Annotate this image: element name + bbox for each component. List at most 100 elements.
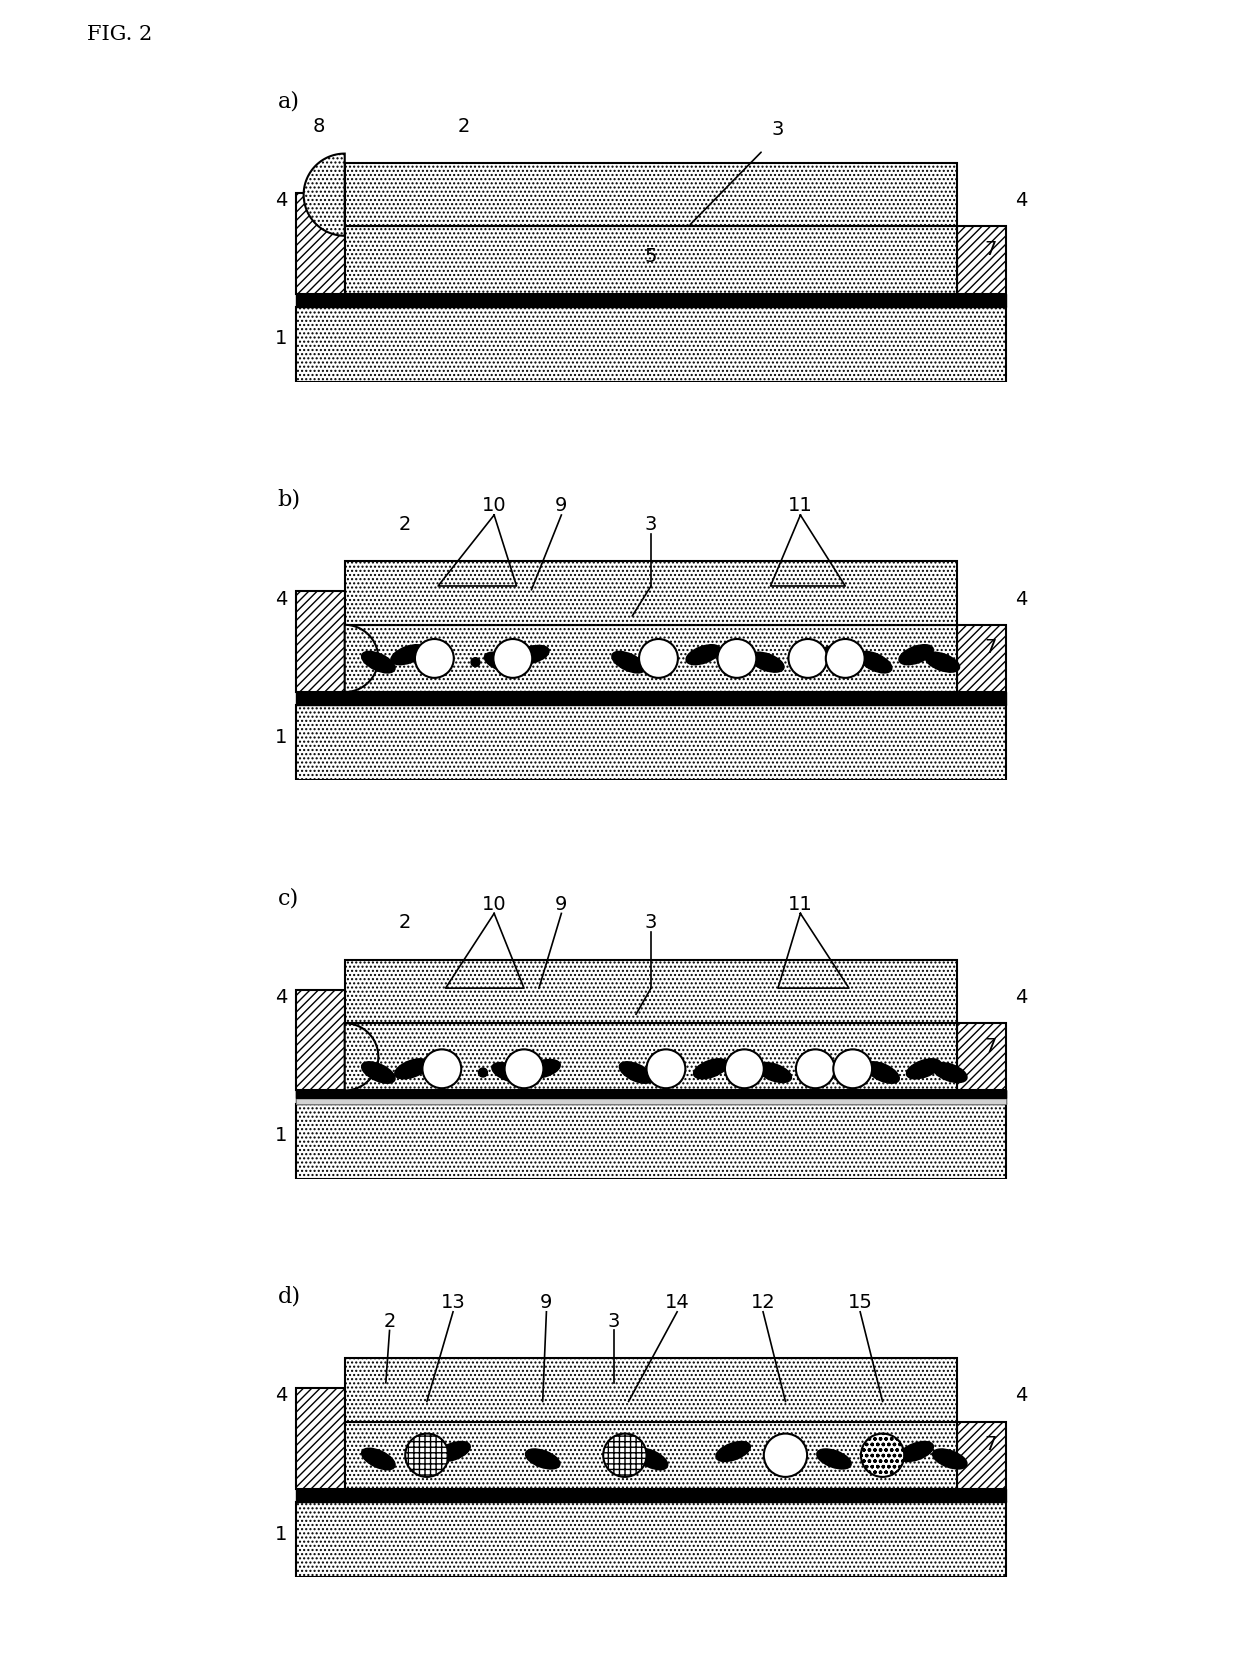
Ellipse shape <box>796 1049 835 1089</box>
Text: 4: 4 <box>275 1386 288 1406</box>
Text: 9: 9 <box>556 496 568 515</box>
Text: 10: 10 <box>482 496 506 515</box>
Ellipse shape <box>932 1449 967 1469</box>
Text: FIG. 2: FIG. 2 <box>87 25 153 43</box>
Text: 14: 14 <box>665 1293 689 1311</box>
Bar <box>345 1358 957 1421</box>
Bar <box>296 1388 345 1489</box>
Bar <box>296 591 345 692</box>
Ellipse shape <box>833 1049 872 1089</box>
Bar <box>296 1097 1006 1104</box>
Text: 9: 9 <box>556 895 568 913</box>
Ellipse shape <box>515 646 549 664</box>
Ellipse shape <box>471 657 480 667</box>
Ellipse shape <box>505 1049 543 1089</box>
Text: 7: 7 <box>985 637 997 657</box>
Ellipse shape <box>526 1449 559 1469</box>
Ellipse shape <box>635 1449 667 1469</box>
Text: 13: 13 <box>440 1293 465 1311</box>
Text: 11: 11 <box>789 496 812 515</box>
Text: c): c) <box>278 888 299 910</box>
Ellipse shape <box>817 1449 851 1469</box>
Text: 1: 1 <box>275 727 288 747</box>
Text: 2: 2 <box>398 515 410 535</box>
Bar <box>345 226 957 294</box>
Bar <box>296 706 1006 780</box>
Ellipse shape <box>526 1059 560 1077</box>
Ellipse shape <box>813 646 848 664</box>
Text: 4: 4 <box>1014 191 1027 211</box>
Ellipse shape <box>725 1049 764 1089</box>
Ellipse shape <box>866 1062 899 1082</box>
Bar <box>345 163 957 226</box>
Text: 7: 7 <box>985 239 997 259</box>
Bar <box>296 193 345 294</box>
Ellipse shape <box>646 1049 686 1089</box>
Text: 10: 10 <box>482 895 506 913</box>
Ellipse shape <box>436 1441 470 1461</box>
Bar <box>296 989 345 1091</box>
Text: 2: 2 <box>398 913 410 933</box>
Ellipse shape <box>686 644 720 664</box>
Ellipse shape <box>789 639 827 677</box>
Text: 3: 3 <box>645 515 657 535</box>
Bar <box>296 1091 1006 1104</box>
Ellipse shape <box>899 1441 934 1461</box>
Text: 4: 4 <box>1014 589 1027 609</box>
Text: 3: 3 <box>645 913 657 933</box>
Text: 3: 3 <box>608 1311 620 1331</box>
Text: 8: 8 <box>312 116 325 136</box>
Bar <box>345 561 957 624</box>
Ellipse shape <box>603 1434 646 1477</box>
Text: d): d) <box>278 1285 300 1308</box>
Text: 5: 5 <box>645 247 657 266</box>
Text: 2: 2 <box>383 1311 396 1331</box>
Ellipse shape <box>758 1062 791 1082</box>
Ellipse shape <box>906 1059 941 1079</box>
Ellipse shape <box>764 1434 807 1477</box>
Ellipse shape <box>494 639 532 677</box>
Text: 2: 2 <box>458 116 470 136</box>
Bar <box>296 1489 1006 1502</box>
Text: 4: 4 <box>275 988 288 1008</box>
Bar <box>345 1421 957 1489</box>
Bar <box>957 1023 1006 1091</box>
Ellipse shape <box>861 1434 904 1477</box>
Text: 4: 4 <box>275 589 288 609</box>
Text: 9: 9 <box>541 1293 553 1311</box>
Bar <box>296 692 1006 705</box>
Ellipse shape <box>639 639 678 677</box>
Bar <box>957 226 1006 294</box>
Ellipse shape <box>925 652 960 672</box>
Bar <box>957 1421 1006 1489</box>
Ellipse shape <box>485 652 518 672</box>
Ellipse shape <box>362 652 396 672</box>
Text: 4: 4 <box>275 191 288 211</box>
Text: 3: 3 <box>771 120 784 139</box>
Ellipse shape <box>821 1059 856 1077</box>
Text: 1: 1 <box>275 329 288 349</box>
Bar <box>296 1502 1006 1577</box>
Ellipse shape <box>750 652 784 672</box>
Ellipse shape <box>718 639 756 677</box>
Text: 11: 11 <box>789 895 812 913</box>
Ellipse shape <box>492 1062 526 1082</box>
Text: b): b) <box>278 488 300 511</box>
Bar <box>957 624 1006 692</box>
Ellipse shape <box>620 1062 652 1082</box>
Ellipse shape <box>479 1067 487 1077</box>
Text: a): a) <box>278 90 300 113</box>
Ellipse shape <box>423 1049 461 1089</box>
Ellipse shape <box>858 652 892 672</box>
Polygon shape <box>345 1023 378 1091</box>
Bar <box>296 1104 1006 1179</box>
Text: 15: 15 <box>848 1293 873 1311</box>
Bar <box>345 1023 957 1091</box>
Ellipse shape <box>391 644 425 664</box>
Ellipse shape <box>899 644 934 664</box>
Bar <box>296 294 1006 307</box>
Ellipse shape <box>613 652 645 672</box>
Text: 7: 7 <box>985 1036 997 1056</box>
Bar <box>345 959 957 1023</box>
Text: 1: 1 <box>275 1125 288 1145</box>
